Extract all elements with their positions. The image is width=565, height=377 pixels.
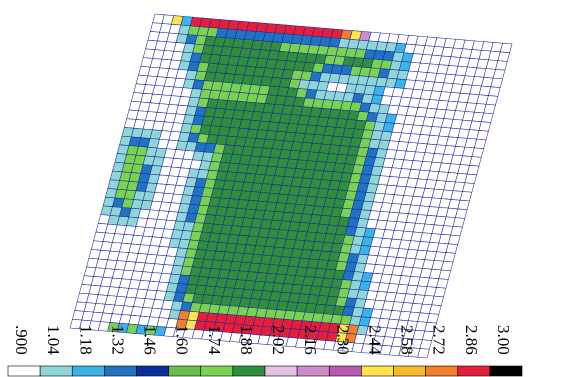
mesh-cell: [462, 182, 475, 193]
legend-swatch: [200, 365, 234, 377]
legend-swatch: [71, 365, 105, 377]
mesh-cell: [445, 243, 459, 254]
mesh-cell: [499, 42, 513, 54]
legend-tick-label: 1.46: [141, 325, 160, 355]
mesh-cell: [478, 121, 492, 132]
mesh-cell: [464, 173, 477, 184]
legend-tick-label: 2.86: [462, 325, 481, 355]
mesh-cell: [436, 278, 449, 289]
mesh-cell: [490, 77, 503, 88]
legend-swatch: [136, 365, 169, 377]
mesh-cell: [495, 60, 508, 71]
legend-swatch: [7, 365, 41, 377]
mesh-cell: [431, 295, 444, 306]
mesh-plot: [69, 13, 513, 359]
color-legend: .900 1.04 1.18 1.32 1.46 1.60 1.74 1.88 2.02 2.16…: [7, 325, 523, 377]
legend-swatch: [232, 365, 266, 377]
legend-tick-label: 2.16: [301, 325, 320, 355]
mesh-cell: [492, 69, 506, 80]
mesh-cell: [417, 348, 430, 359]
legend-tick-label: .900: [12, 325, 31, 355]
mesh-cell: [466, 165, 480, 176]
legend-swatch: [328, 365, 362, 377]
legend-swatch: [39, 365, 73, 377]
legend-swatch: [393, 365, 426, 377]
mesh-cell: [473, 138, 487, 149]
legend-tick-label: 1.18: [76, 325, 95, 355]
legend-swatch: [168, 365, 202, 377]
mesh-cell: [452, 217, 466, 228]
mesh-cell: [443, 252, 456, 263]
mesh-cell: [469, 156, 482, 167]
legend-tick-label: 2.72: [430, 325, 449, 355]
mesh-cell: [488, 86, 501, 97]
mesh-cell: [476, 130, 489, 141]
mesh-cell: [433, 287, 447, 298]
mesh-cell: [429, 304, 442, 315]
legend-tick-label: 1.60: [173, 325, 192, 355]
legend-swatch: [264, 365, 298, 377]
mesh-cell: [485, 95, 499, 106]
mesh-cell: [447, 234, 461, 245]
mesh-cell: [438, 269, 451, 280]
legend-tick-label: 1.04: [44, 325, 63, 355]
mesh-cell: [426, 313, 440, 324]
mesh-cell: [450, 226, 463, 237]
legend-tick-label: 1.32: [108, 325, 127, 355]
legend-swatch: [489, 365, 523, 377]
legend-swatch: [425, 365, 459, 377]
legend-tick-label: 1.74: [205, 325, 224, 355]
mesh-cell: [459, 191, 473, 202]
mesh-cell: [471, 147, 485, 158]
legend-tick-label: 2.02: [269, 325, 288, 355]
mesh-cell: [481, 112, 494, 123]
legend-tick-label: 2.44: [365, 325, 384, 355]
mesh-cell: [440, 260, 454, 272]
legend-swatch: [104, 365, 137, 377]
legend-swatch: [361, 365, 394, 377]
mesh-cell: [457, 199, 470, 211]
legend-tick-label: 3.00: [494, 325, 513, 355]
legend-swatch: [457, 365, 491, 377]
legend-tick-label: 2.58: [398, 325, 417, 355]
legend-tick-label: 2.30: [333, 325, 352, 355]
legend-tick-label: 1.88: [237, 325, 256, 355]
mesh-cell: [497, 51, 510, 62]
mesh-cell: [455, 208, 468, 219]
mesh-cell: [483, 103, 496, 115]
legend-swatch: [296, 365, 330, 377]
